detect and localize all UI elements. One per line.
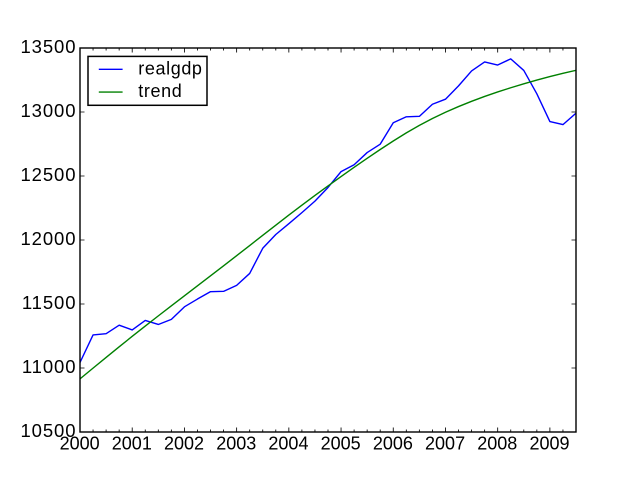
svg-text:12000: 12000 [20, 228, 76, 249]
svg-text:10500: 10500 [20, 420, 76, 441]
svg-text:realgdp: realgdp [138, 58, 202, 78]
svg-text:2000: 2000 [60, 433, 100, 453]
svg-text:13000: 13000 [20, 100, 76, 121]
svg-text:2004: 2004 [268, 433, 308, 453]
svg-text:2001: 2001 [112, 433, 152, 453]
svg-text:2009: 2009 [529, 433, 569, 453]
svg-text:2007: 2007 [425, 433, 465, 453]
svg-text:2008: 2008 [477, 433, 517, 453]
svg-text:2002: 2002 [164, 433, 204, 453]
svg-text:11500: 11500 [22, 292, 77, 313]
svg-text:13500: 13500 [20, 36, 76, 57]
svg-text:2006: 2006 [373, 433, 413, 453]
svg-text:12500: 12500 [20, 164, 76, 185]
svg-text:2005: 2005 [321, 433, 361, 453]
svg-text:2003: 2003 [216, 433, 256, 453]
svg-text:trend: trend [138, 81, 182, 101]
svg-text:11000: 11000 [22, 356, 77, 377]
